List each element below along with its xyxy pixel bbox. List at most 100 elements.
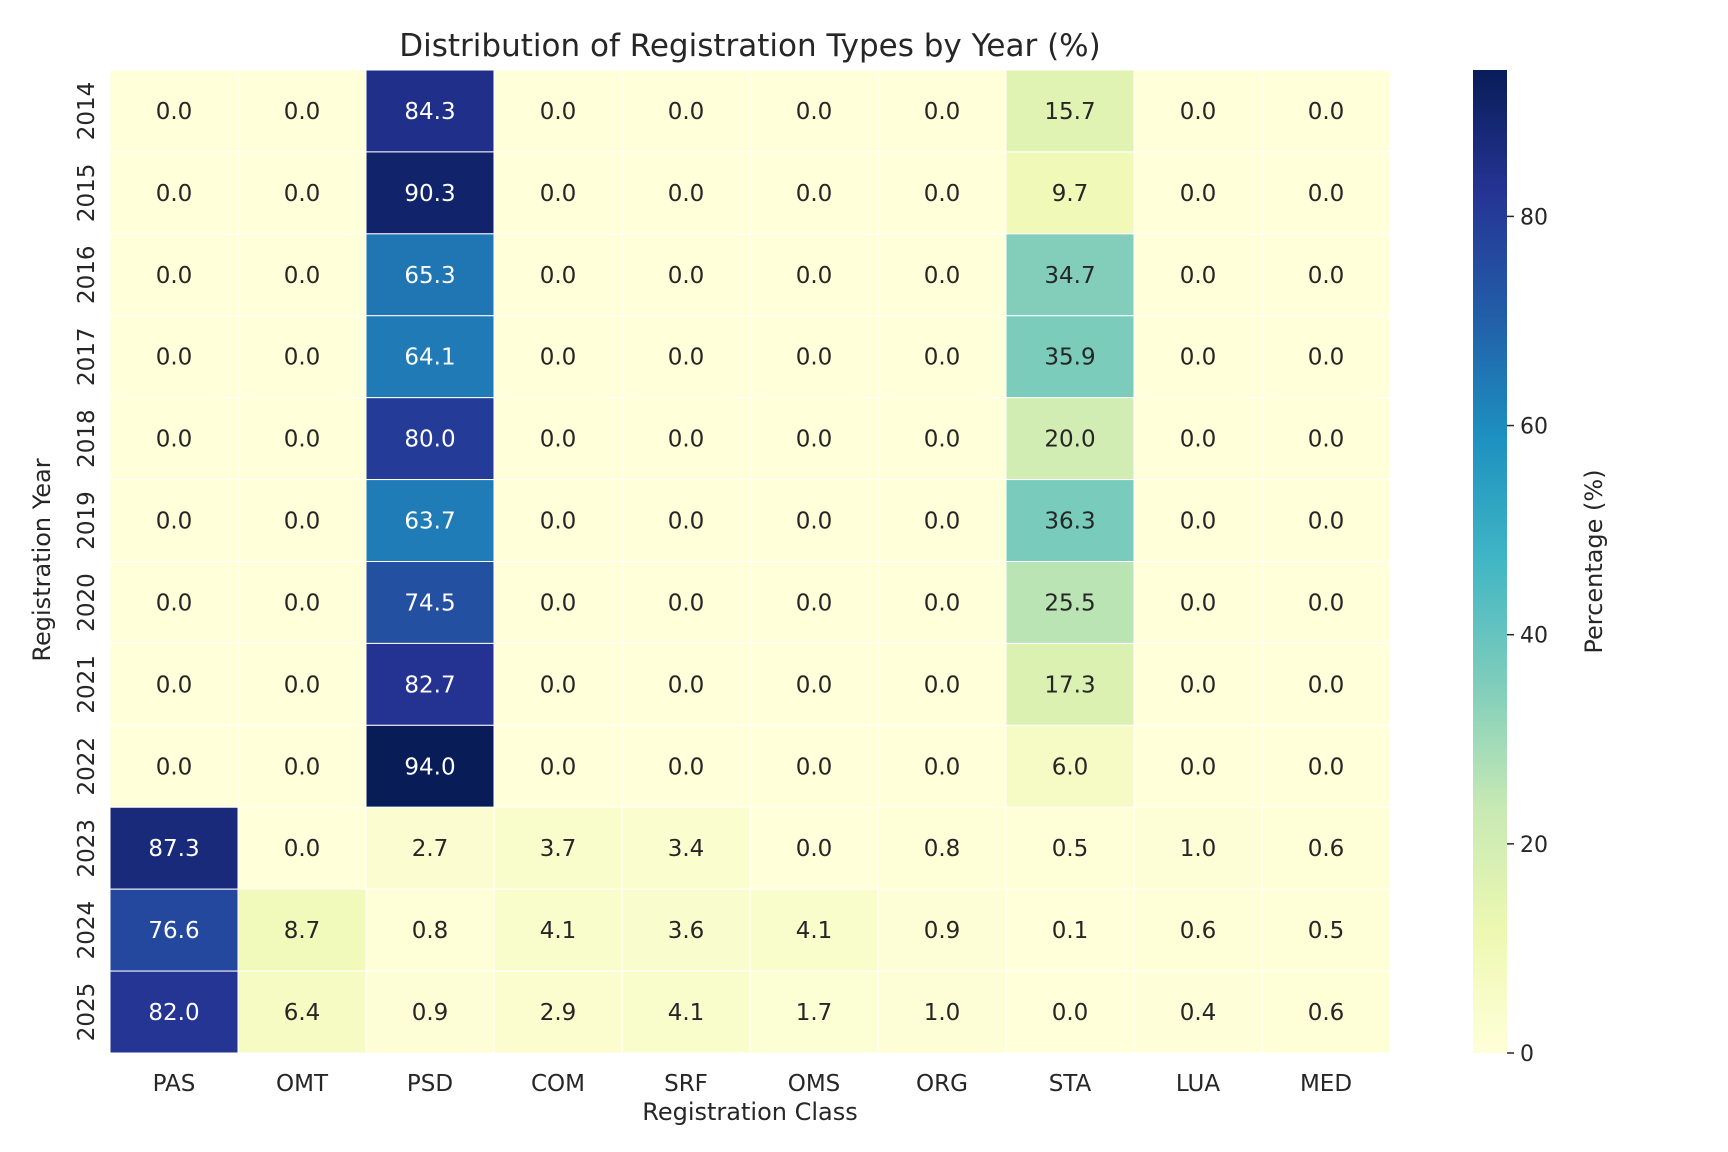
heatmap-cell-2023-OMT xyxy=(237,806,367,890)
heatmap-cell-2018-STA xyxy=(1005,397,1135,481)
cell-value-label-2022-MED: 0.0 xyxy=(1308,754,1345,780)
cell-value-label-2015-STA: 9.7 xyxy=(1052,181,1089,207)
y-tick-label-2019: 2019 xyxy=(74,491,100,550)
heatmap-cell-2021-STA xyxy=(1005,642,1135,726)
heatmap-cell-2025-PAS xyxy=(109,970,239,1054)
cell-value-label-2022-OMS: 0.0 xyxy=(796,754,833,780)
cell-value-label-2024-OMT: 8.7 xyxy=(284,918,321,944)
cell-value-label-2016-OMT: 0.0 xyxy=(284,263,321,289)
heatmap-cell-2023-LUA xyxy=(1133,806,1263,890)
cell-value-label-2015-LUA: 0.0 xyxy=(1180,181,1217,207)
colorbar-tick-label-40: 40 xyxy=(1520,624,1548,649)
heatmap-cell-2017-LUA xyxy=(1133,315,1263,399)
cell-value-label-2015-COM: 0.0 xyxy=(540,181,577,207)
heatmap-cell-2022-PAS xyxy=(109,724,239,808)
heatmap-cell-2025-LUA xyxy=(1133,970,1263,1054)
heatmap-cell-2023-PAS xyxy=(109,806,239,890)
heatmap-cell-2017-PAS xyxy=(109,315,239,399)
heatmap-cell-2021-MED xyxy=(1261,642,1391,726)
y-tick-label-2022: 2022 xyxy=(74,737,100,796)
colorbar-title: Percentage (%) xyxy=(1580,469,1608,653)
y-tick-label-2023: 2023 xyxy=(74,819,100,878)
x-tick-label-COM: COM xyxy=(531,1071,585,1097)
heatmap-cell-2023-COM xyxy=(493,806,623,890)
cell-value-label-2017-COM: 0.0 xyxy=(540,345,577,371)
heatmap-cell-2020-MED xyxy=(1261,561,1391,644)
cell-value-label-2018-MED: 0.0 xyxy=(1308,427,1345,453)
x-tick-label-STA: STA xyxy=(1049,1071,1092,1097)
heatmap-cell-2016-SRF xyxy=(621,233,751,317)
cell-value-label-2022-LUA: 0.0 xyxy=(1180,754,1217,780)
cell-value-label-2022-OMT: 0.0 xyxy=(284,754,321,780)
cell-value-label-2022-PSD: 94.0 xyxy=(404,754,455,780)
cell-value-label-2014-OMS: 0.0 xyxy=(796,99,833,125)
y-tick-label-2016: 2016 xyxy=(74,246,100,305)
cell-value-label-2021-MED: 0.0 xyxy=(1308,672,1345,698)
cell-value-label-2018-ORG: 0.0 xyxy=(924,427,961,453)
cell-value-label-2024-LUA: 0.6 xyxy=(1180,918,1217,944)
cell-value-label-2018-COM: 0.0 xyxy=(540,427,577,453)
cell-value-label-2023-LUA: 1.0 xyxy=(1180,836,1217,862)
cell-value-label-2016-PSD: 65.3 xyxy=(404,263,455,289)
chart-title: Distribution of Registration Types by Ye… xyxy=(399,28,1100,64)
heatmap-cell-2016-ORG xyxy=(877,233,1007,317)
heatmap-cell-2018-MED xyxy=(1261,397,1391,481)
cell-value-label-2025-PAS: 82.0 xyxy=(148,1000,199,1026)
cell-value-label-2021-PSD: 82.7 xyxy=(404,672,455,698)
heatmap-cell-2022-OMT xyxy=(237,724,367,808)
heatmap-cell-2015-COM xyxy=(493,151,623,235)
heatmap-cell-2014-PSD xyxy=(365,69,495,153)
cell-value-label-2019-PSD: 63.7 xyxy=(404,509,455,535)
cell-value-label-2025-SRF: 4.1 xyxy=(668,1000,705,1026)
cell-value-label-2019-OMS: 0.0 xyxy=(796,509,833,535)
cell-value-label-2019-COM: 0.0 xyxy=(540,509,577,535)
cell-value-label-2014-ORG: 0.0 xyxy=(924,99,961,125)
heatmap-cell-2024-STA xyxy=(1005,888,1135,972)
y-tick-label-2018: 2018 xyxy=(74,409,100,468)
cell-value-label-2023-OMS: 0.0 xyxy=(796,836,833,862)
cell-value-label-2017-STA: 35.9 xyxy=(1044,345,1095,371)
cell-value-label-2016-COM: 0.0 xyxy=(540,263,577,289)
cell-value-label-2017-OMS: 0.0 xyxy=(796,345,833,371)
cell-value-label-2016-STA: 34.7 xyxy=(1044,263,1095,289)
heatmap-cell-2016-OMT xyxy=(237,233,367,317)
y-axis-tick-labels: 2014 2015 2016 2017 2018 2019 2020 2021 2022 2023… xyxy=(74,82,100,1042)
cell-value-label-2025-ORG: 1.0 xyxy=(924,1000,961,1026)
heatmap-cell-2018-SRF xyxy=(621,397,751,481)
heatmap-cell-2021-OMS xyxy=(749,642,879,726)
cell-value-label-2021-SRF: 0.0 xyxy=(668,672,705,698)
heatmap-cell-2017-ORG xyxy=(877,315,1007,399)
cell-value-label-2017-MED: 0.0 xyxy=(1308,345,1345,371)
heatmap-cell-2020-ORG xyxy=(877,561,1007,644)
heatmap-cell-2024-OMT xyxy=(237,888,367,972)
cell-value-label-2020-LUA: 0.0 xyxy=(1180,590,1217,616)
cell-value-label-2016-OMS: 0.0 xyxy=(796,263,833,289)
cell-value-label-2014-COM: 0.0 xyxy=(540,99,577,125)
heatmap-cells: 0.0 0.0 84.3 0.0 0.0 0.0 0.0 15.7 0.0 0.0 0.0 0.0 90… xyxy=(109,69,1391,1054)
heatmap-cell-2022-STA xyxy=(1005,724,1135,808)
cell-value-label-2019-SRF: 0.0 xyxy=(668,509,705,535)
heatmap-cell-2021-SRF xyxy=(621,642,751,726)
heatmap-cell-2019-COM xyxy=(493,479,623,563)
cell-value-label-2014-MED: 0.0 xyxy=(1308,99,1345,125)
cell-value-label-2024-ORG: 0.9 xyxy=(924,918,961,944)
cell-value-label-2017-ORG: 0.0 xyxy=(924,345,961,371)
heatmap-cell-2020-OMT xyxy=(237,561,367,644)
x-tick-label-OMS: OMS xyxy=(788,1071,841,1097)
cell-value-label-2023-STA: 0.5 xyxy=(1052,836,1089,862)
heatmap-cell-2015-LUA xyxy=(1133,151,1263,235)
y-tick-label-2020: 2020 xyxy=(74,573,100,632)
x-tick-label-PAS: PAS xyxy=(153,1071,196,1097)
cell-value-label-2020-SRF: 0.0 xyxy=(668,590,705,616)
colorbar-ticks: 0 20 40 60 80 xyxy=(1507,205,1548,1067)
heatmap-cell-2020-COM xyxy=(493,561,623,644)
heatmap-cell-2023-ORG xyxy=(877,806,1007,890)
heatmap-cell-2021-COM xyxy=(493,642,623,726)
cell-value-label-2014-STA: 15.7 xyxy=(1044,99,1095,125)
cell-value-label-2020-OMT: 0.0 xyxy=(284,590,321,616)
cell-value-label-2024-STA: 0.1 xyxy=(1052,918,1089,944)
cell-value-label-2014-OMT: 0.0 xyxy=(284,99,321,125)
heatmap-cell-2025-MED xyxy=(1261,970,1391,1054)
cell-value-label-2023-SRF: 3.4 xyxy=(668,836,705,862)
heatmap-cell-2016-LUA xyxy=(1133,233,1263,317)
